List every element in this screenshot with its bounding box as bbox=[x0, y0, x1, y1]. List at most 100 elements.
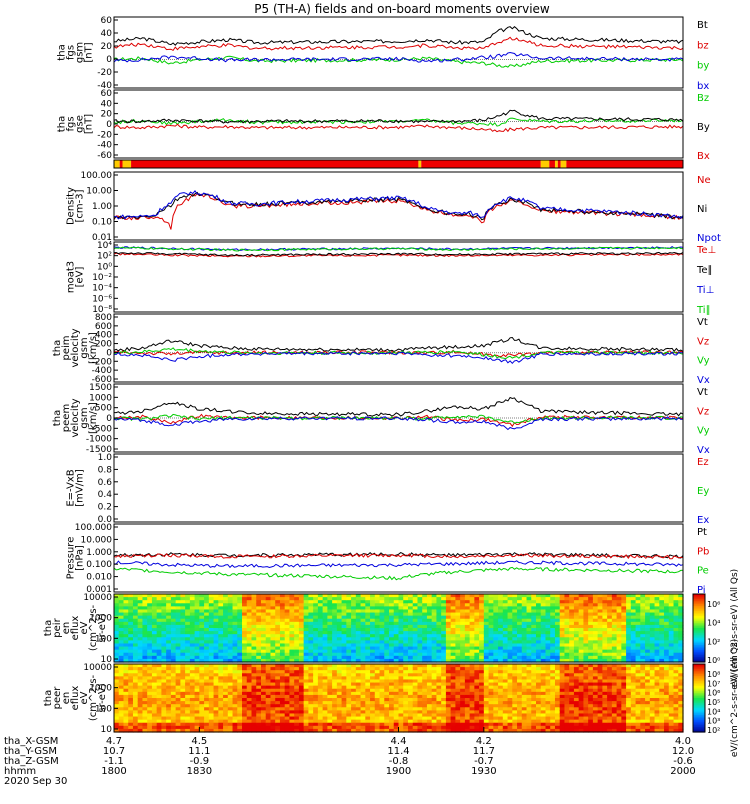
y-tick-label: 0.8 bbox=[98, 465, 113, 475]
y-tick-label: 10.00 bbox=[86, 187, 112, 197]
panel-6: VtVzVyVx150010005000-500-1000-1500thapee… bbox=[52, 383, 710, 456]
legend-entry: Bx bbox=[697, 151, 710, 162]
y-axis-label: [cm-3] bbox=[75, 189, 86, 222]
series-line-By bbox=[114, 110, 683, 123]
legend-entry: Ti∥ bbox=[696, 305, 711, 316]
legend-entry: Pb bbox=[697, 546, 709, 557]
panel-frame bbox=[114, 17, 683, 88]
legend-entry: Ez bbox=[697, 457, 709, 468]
legend-entry: Ni bbox=[697, 204, 707, 215]
y-tick-label: 1000 bbox=[89, 393, 112, 403]
y-tick-label: 10000 bbox=[83, 593, 112, 603]
series-line-Pi bbox=[114, 561, 683, 568]
legend-entry: bx bbox=[697, 81, 709, 92]
y-tick-label: 10² bbox=[97, 252, 112, 262]
y-tick-label: 0.10 bbox=[92, 218, 112, 228]
series-line-Vt bbox=[114, 338, 683, 352]
mode-bar-segment bbox=[549, 160, 555, 168]
panel-frame bbox=[114, 90, 683, 158]
y-tick-label: 40 bbox=[101, 99, 113, 109]
y-tick-label: 0 bbox=[106, 120, 112, 130]
legend-entry: Vx bbox=[697, 445, 710, 456]
y-tick-label: 40 bbox=[101, 29, 113, 39]
y-axis-label: [nT] bbox=[84, 114, 95, 134]
series-line-by bbox=[114, 56, 683, 67]
panel-3: NeNiNpot100.0010.001.000.100.01Density[c… bbox=[66, 171, 721, 244]
legend-entry: Vz bbox=[697, 336, 709, 347]
y-tick-label: 0.4 bbox=[98, 490, 113, 500]
y-tick-label: 20 bbox=[101, 42, 113, 52]
legend-entry: Te∥ bbox=[696, 265, 713, 276]
y-axis-label: [nT] bbox=[84, 42, 95, 62]
legend-entry: Vx bbox=[697, 375, 710, 386]
legend-entry: Bt bbox=[697, 20, 708, 31]
y-tick-label: 1.000 bbox=[86, 548, 112, 558]
y-tick-label: 1500 bbox=[89, 383, 112, 393]
chart-title: P5 (TH-A) fields and on-board moments ov… bbox=[254, 2, 550, 16]
y-tick-label: -20 bbox=[97, 130, 112, 140]
y-tick-label: 0 bbox=[106, 414, 112, 424]
series-line-Bt bbox=[114, 27, 683, 45]
colorbar-tick-label: 10² bbox=[707, 637, 720, 646]
y-tick-label: 10⁻⁶ bbox=[92, 294, 112, 304]
colorbar-tick-label: 10⁰ bbox=[707, 656, 720, 665]
legend-entry: Vt bbox=[697, 387, 708, 398]
y-tick-label: -20 bbox=[97, 68, 112, 78]
mode-bar-segment bbox=[561, 160, 567, 168]
series-line-Pe bbox=[114, 567, 683, 579]
panel-frame bbox=[114, 314, 683, 382]
legend-entry: Te⊥ bbox=[696, 245, 716, 256]
y-tick-label: 0.2 bbox=[98, 503, 112, 513]
mode-bar-segment bbox=[114, 160, 120, 168]
y-tick-label: -40 bbox=[97, 141, 112, 151]
y-axis-label: [nPa] bbox=[75, 545, 86, 571]
panel-frame bbox=[114, 172, 683, 240]
y-axis-label: sr-eV) bbox=[97, 613, 108, 642]
mode-bar-segment bbox=[123, 160, 132, 168]
panel-frame bbox=[114, 524, 683, 592]
series-line-Vt bbox=[114, 398, 683, 417]
y-tick-label: 10⁻⁴ bbox=[92, 284, 112, 294]
y-tick-label: 10⁰ bbox=[97, 262, 112, 272]
y-tick-label: 0 bbox=[106, 55, 112, 65]
colorbar-tick-label: 10⁶ bbox=[707, 600, 720, 609]
y-tick-label: 1.0 bbox=[98, 453, 113, 463]
mode-bar-segment bbox=[131, 160, 418, 168]
y-tick-label: 60 bbox=[101, 16, 113, 26]
mode-bar-segment bbox=[555, 160, 558, 168]
colorbar-tick-label: 10⁴ bbox=[707, 619, 720, 628]
y-axis-label: [eV] bbox=[75, 267, 86, 288]
panel-5: VtVzVyVx8006004002000-200-400-600thapeim… bbox=[52, 313, 710, 386]
mode-bar-segment bbox=[421, 160, 540, 168]
panel-8: PtPbPePi100.00010.0001.0000.1000.0100.00… bbox=[66, 523, 710, 596]
legend-entry: by bbox=[697, 61, 709, 72]
y-tick-label: 10.000 bbox=[81, 535, 113, 545]
legend-entry: Npot bbox=[697, 233, 721, 244]
legend-entry: Ex bbox=[697, 515, 709, 526]
y-tick-label: 1.00 bbox=[92, 202, 112, 212]
y-axis-label: [km/s] bbox=[88, 332, 99, 364]
y-tick-label: 0.010 bbox=[86, 573, 112, 583]
panel-4: Te⊥Te∥Ti⊥Ti∥10⁴10²10⁰10⁻²10⁻⁴10⁻⁶10⁻⁸moa… bbox=[66, 241, 717, 316]
y-tick-label: -60 bbox=[97, 151, 112, 161]
y-tick-label: 0.6 bbox=[98, 478, 113, 488]
legend-entry: Vt bbox=[697, 317, 708, 328]
legend-entry: By bbox=[697, 122, 710, 133]
mode-bar-segment bbox=[541, 160, 550, 168]
mode-bar-segment bbox=[120, 160, 123, 168]
legend-entry: Pe bbox=[697, 566, 709, 577]
legend-entry: Ti⊥ bbox=[696, 285, 714, 296]
legend-entry: Pt bbox=[697, 527, 707, 538]
y-tick-label: 60 bbox=[101, 89, 113, 99]
y-tick-label: 10⁻² bbox=[92, 273, 112, 283]
series-line-Vx bbox=[114, 352, 683, 363]
series-line-bz bbox=[114, 37, 683, 50]
panel-frame bbox=[114, 454, 683, 522]
legend-entry: Vz bbox=[697, 406, 709, 417]
y-tick-label: 100.00 bbox=[81, 171, 113, 181]
